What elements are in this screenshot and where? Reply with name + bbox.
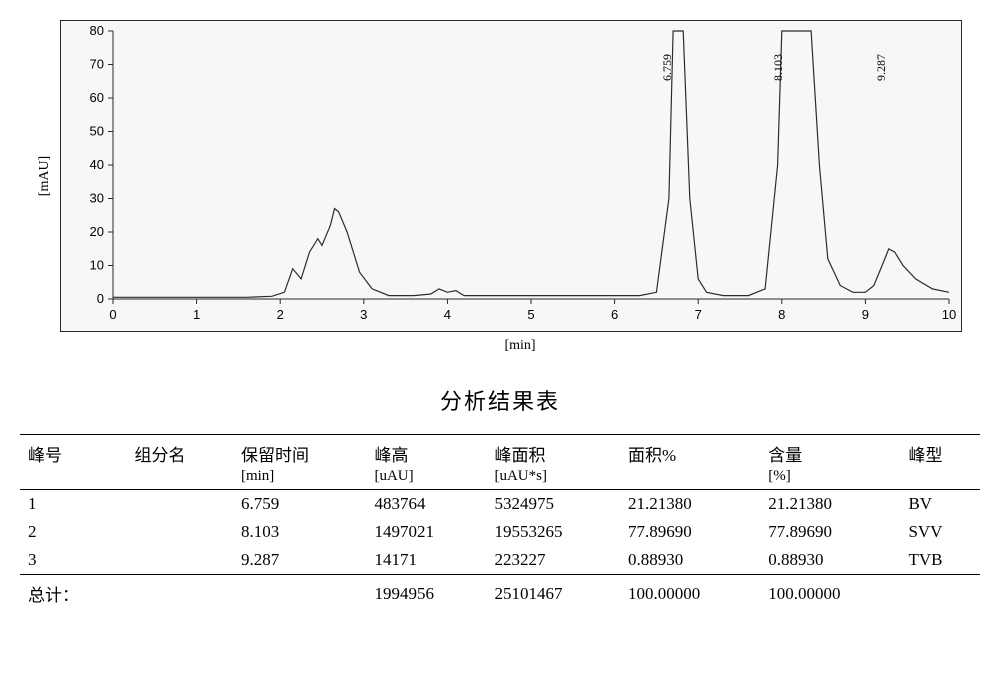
col-header: 组分名 <box>126 435 232 469</box>
table-cell: 8.103 <box>233 518 367 546</box>
svg-text:70: 70 <box>90 57 104 72</box>
svg-text:30: 30 <box>90 191 104 206</box>
svg-text:0: 0 <box>109 307 116 322</box>
col-subheader: [%] <box>760 468 900 490</box>
col-header: 保留时间 <box>233 435 367 469</box>
table-cell: 6.759 <box>233 490 367 519</box>
svg-text:7: 7 <box>695 307 702 322</box>
svg-text:8: 8 <box>778 307 785 322</box>
table-cell: 77.89690 <box>760 518 900 546</box>
y-axis-label: [mAU] <box>37 156 53 196</box>
table-cell: 14171 <box>366 546 486 575</box>
table-row: 28.10314970211955326577.8969077.89690SVV <box>20 518 980 546</box>
table-cell <box>126 575 232 611</box>
x-axis-label: [min] <box>60 338 980 354</box>
table-cell: 483764 <box>366 490 486 519</box>
chromatogram-plot: [mAU] 010203040506070800123456789106.759… <box>60 20 962 332</box>
table-cell: 0.88930 <box>620 546 760 575</box>
col-header: 峰面积 <box>486 435 620 469</box>
table-title: 分析结果表 <box>20 384 980 416</box>
col-subheader <box>20 468 126 490</box>
svg-text:4: 4 <box>444 307 451 322</box>
svg-text:9: 9 <box>862 307 869 322</box>
table-row: 39.287141712232270.889300.88930TVB <box>20 546 980 575</box>
table-row: 16.759483764532497521.2138021.21380BV <box>20 490 980 519</box>
col-subheader <box>620 468 760 490</box>
col-header: 含量 <box>760 435 900 469</box>
svg-text:80: 80 <box>90 23 104 38</box>
col-header: 面积% <box>620 435 760 469</box>
col-header: 峰型 <box>900 435 980 469</box>
svg-text:20: 20 <box>90 224 104 239</box>
chromatogram-svg: 0 10 20 30 40 50 60 70 80 0 1 2 3 4 5 6 7 8 9 10 6.759 8.103 9… <box>61 21 961 331</box>
svg-text:5: 5 <box>527 307 534 322</box>
col-subheader <box>900 468 980 490</box>
table-cell: 2 <box>20 518 126 546</box>
table-cell <box>126 518 232 546</box>
table-cell <box>233 575 367 611</box>
table-cell: 223227 <box>486 546 620 575</box>
table-cell: 21.21380 <box>620 490 760 519</box>
svg-text:40: 40 <box>90 157 104 172</box>
svg-text:6: 6 <box>611 307 618 322</box>
table-total-row: 总计：199495625101467100.00000100.00000 <box>20 575 980 611</box>
svg-text:60: 60 <box>90 90 104 105</box>
col-subheader: [min] <box>233 468 367 490</box>
table-cell: SVV <box>900 518 980 546</box>
svg-text:10: 10 <box>90 258 104 273</box>
table-cell: 25101467 <box>486 575 620 611</box>
table-cell: 1 <box>20 490 126 519</box>
svg-text:0: 0 <box>97 291 104 306</box>
results-table: 峰号组分名保留时间峰高峰面积面积%含量峰型 [min][uAU][uAU*s] [… <box>20 434 980 610</box>
table-cell: 19553265 <box>486 518 620 546</box>
table-cell: 1497021 <box>366 518 486 546</box>
table-cell: TVB <box>900 546 980 575</box>
col-subheader: [uAU*s] <box>486 468 620 490</box>
table-cell: 1994956 <box>366 575 486 611</box>
svg-text:1: 1 <box>193 307 200 322</box>
table-cell: 0.88930 <box>760 546 900 575</box>
svg-text:50: 50 <box>90 124 104 139</box>
table-cell: 100.00000 <box>760 575 900 611</box>
col-subheader: [uAU] <box>366 468 486 490</box>
svg-text:2: 2 <box>277 307 284 322</box>
table-cell: 77.89690 <box>620 518 760 546</box>
table-cell: 9.287 <box>233 546 367 575</box>
table-cell: 3 <box>20 546 126 575</box>
table-cell <box>126 490 232 519</box>
peak-label: 6.759 <box>660 54 674 81</box>
col-header: 峰号 <box>20 435 126 469</box>
peak-label: 9.287 <box>874 54 888 81</box>
peak-label: 8.103 <box>771 54 785 81</box>
table-cell: 21.21380 <box>760 490 900 519</box>
table-cell: 100.00000 <box>620 575 760 611</box>
svg-text:10: 10 <box>942 307 956 322</box>
table-cell <box>900 575 980 611</box>
col-subheader <box>126 468 232 490</box>
col-header: 峰高 <box>366 435 486 469</box>
table-cell: BV <box>900 490 980 519</box>
table-cell: 5324975 <box>486 490 620 519</box>
svg-text:3: 3 <box>360 307 367 322</box>
table-cell <box>126 546 232 575</box>
table-cell: 总计： <box>20 575 126 611</box>
